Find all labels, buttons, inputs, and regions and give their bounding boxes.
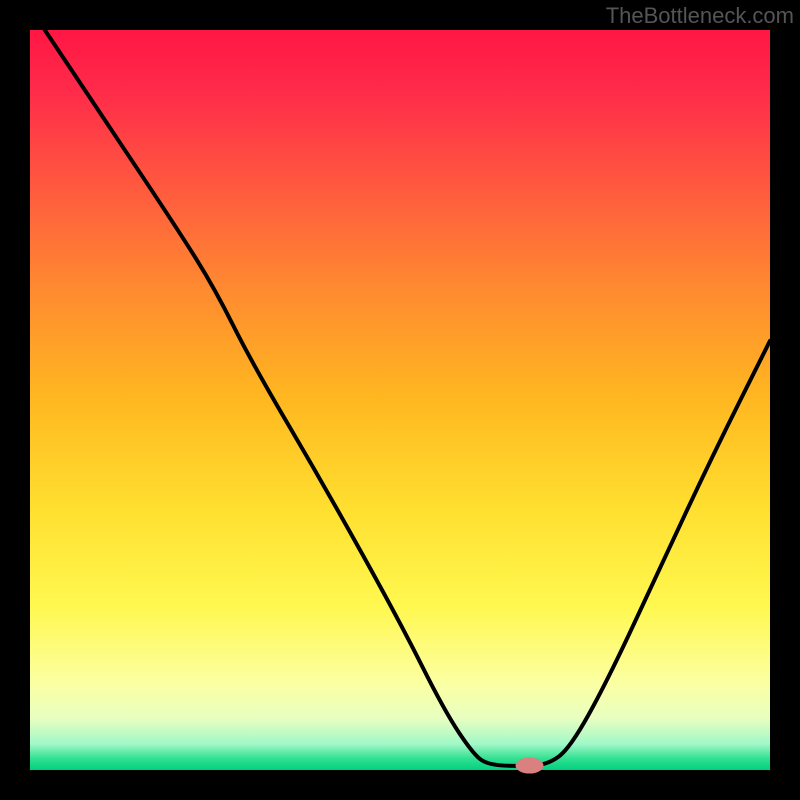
optimal-point-marker	[516, 758, 544, 774]
watermark-text: TheBottleneck.com	[606, 3, 794, 29]
plot-background	[30, 30, 770, 770]
bottleneck-chart	[0, 0, 800, 800]
chart-container: TheBottleneck.com	[0, 0, 800, 800]
